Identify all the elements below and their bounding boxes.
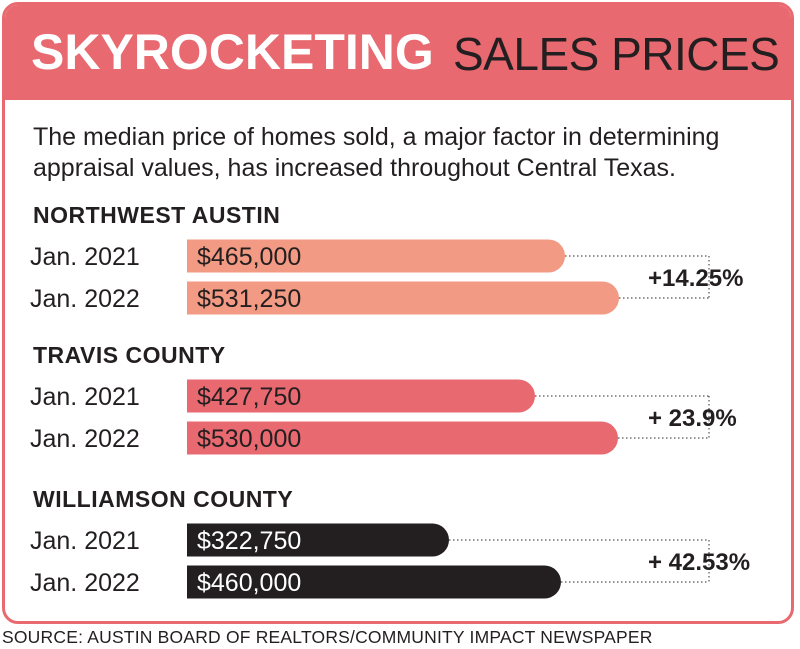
group-heading: WILLIAMSON COUNTY	[33, 486, 293, 512]
percent-change-label: + 23.9%	[648, 405, 737, 432]
bar-row-label: Jan. 2021	[30, 527, 140, 555]
title-bold: SKYROCKETING	[31, 24, 434, 80]
bar-left-edge	[187, 239, 220, 273]
bar-value-label: $460,000	[197, 569, 301, 597]
bar-row-label: Jan. 2022	[30, 569, 140, 597]
bar-row-label: Jan. 2021	[30, 243, 140, 271]
bar-row-label: Jan. 2022	[30, 425, 140, 453]
bar-value-label: $530,000	[197, 425, 301, 453]
title-light: SALES PRICES	[453, 28, 780, 80]
bar-value-label: $465,000	[197, 243, 301, 271]
percent-change-label: +14.25%	[648, 265, 743, 292]
bar-value-label: $531,250	[197, 285, 301, 313]
header-banner: SKYROCKETING SALES PRICES	[5, 5, 791, 100]
bar-left-edge	[187, 565, 220, 599]
infographic-card: SKYROCKETING SALES PRICES The median pri…	[2, 2, 794, 624]
bar-row-label: Jan. 2022	[30, 285, 140, 313]
group-heading: NORTHWEST AUSTIN	[33, 202, 280, 228]
bar	[187, 421, 618, 455]
group-heading: TRAVIS COUNTY	[33, 342, 226, 368]
bar	[187, 281, 619, 315]
bar-value-label: $427,750	[197, 383, 301, 411]
bar-left-edge	[187, 523, 220, 557]
bar	[187, 523, 449, 557]
bar-row-label: Jan. 2021	[30, 383, 140, 411]
bar	[187, 239, 565, 273]
bar-left-edge	[187, 421, 220, 455]
bar-left-edge	[187, 281, 220, 315]
subtitle: The median price of homes sold, a major …	[33, 123, 720, 182]
bar	[187, 379, 535, 413]
bar-left-edge	[187, 379, 220, 413]
source-note: SOURCE: AUSTIN BOARD OF REALTORS/COMMUNI…	[2, 627, 653, 647]
percent-change-label: + 42.53%	[648, 549, 750, 576]
bar	[187, 565, 561, 599]
bar-value-label: $322,750	[197, 527, 301, 555]
